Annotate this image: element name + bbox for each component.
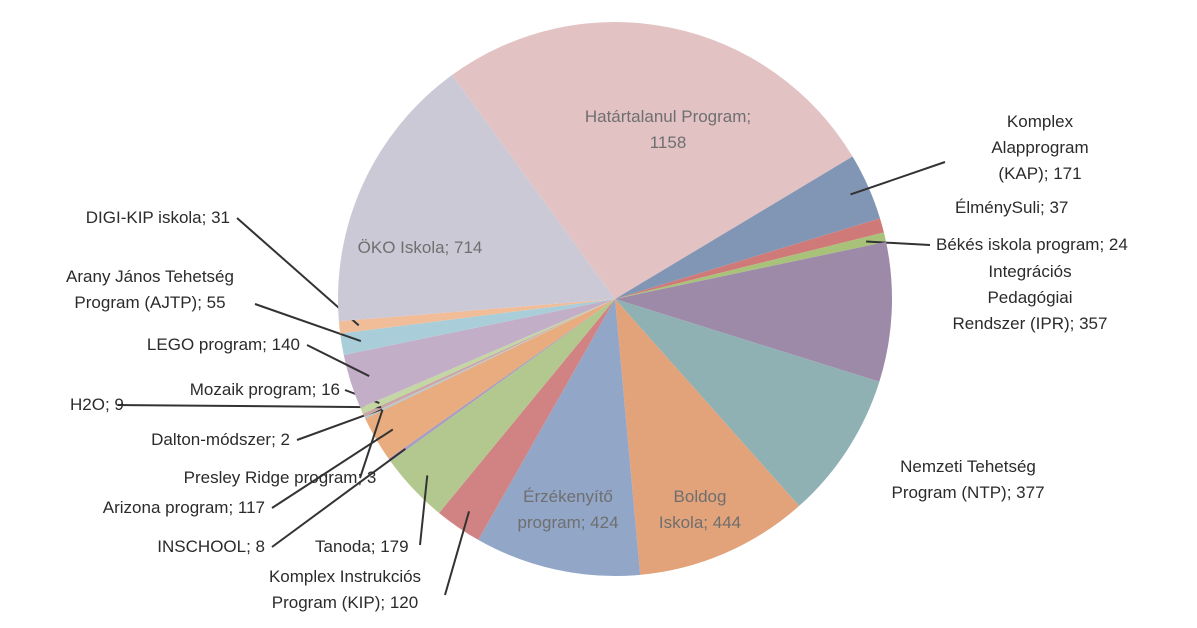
- leader-line: [271, 447, 406, 548]
- pie-slice: [615, 299, 800, 575]
- pie-slice: [439, 299, 615, 540]
- pie-slice: [452, 21, 853, 300]
- pie-slice: [615, 299, 880, 506]
- leader-line: [850, 161, 946, 196]
- pie-slice: [364, 299, 615, 419]
- slice-label: DIGI-KIP iskola; 31: [85, 208, 230, 227]
- pie-slice: [615, 218, 884, 299]
- slice-label: Boldog Iskola; 444: [658, 487, 742, 532]
- slice-label: ÖKO Iskola; 714: [357, 238, 483, 257]
- leader-line: [254, 303, 362, 343]
- pie-slice: [337, 74, 615, 322]
- pie-slice: [615, 232, 887, 299]
- slice-label: Arany János Tehetség Program (AJTP); 55: [66, 267, 234, 312]
- pie-slice: [362, 299, 615, 417]
- slice-label: ÉlménySuli; 37: [955, 198, 1069, 217]
- pie-slice: [365, 299, 615, 459]
- slice-label: LEGO program; 140: [146, 335, 300, 354]
- pie-slice: [360, 299, 615, 414]
- leader-line: [306, 344, 370, 377]
- pie-slice: [343, 299, 615, 408]
- leader-line: [359, 409, 384, 479]
- slice-label: Komplex Alapprogram (KAP); 171: [991, 112, 1089, 183]
- pie-slice: [615, 241, 893, 382]
- slice-label: Presley Ridge program; 3: [183, 468, 377, 487]
- slice-label: Érzékenyítő program; 424: [517, 487, 619, 532]
- slice-label: Mozaik program; 16: [189, 380, 340, 399]
- pie-slice: [388, 299, 615, 462]
- slice-label: Tanoda; 179: [315, 537, 409, 556]
- leader-line: [117, 404, 382, 409]
- pie-slice: [364, 299, 615, 418]
- pie-slice: [340, 299, 615, 355]
- slice-label: Békés iskola program; 24: [936, 235, 1128, 254]
- slice-label: Dalton-módszer; 2: [151, 430, 290, 449]
- pie-slice: [338, 299, 615, 334]
- slice-label: Határtalanul Program; 1158: [584, 107, 752, 152]
- pie-slice: [390, 299, 615, 513]
- pie-slice: [615, 156, 881, 299]
- leader-line: [866, 240, 931, 246]
- pie-slice: [478, 299, 641, 576]
- slice-label: Integrációs Pedagógiai Rendszer (IPR); 3…: [952, 262, 1108, 333]
- slice-label: H2O; 9: [70, 395, 124, 414]
- slice-label: Arizona program; 117: [102, 498, 265, 517]
- slice-label: Nemzeti Tehetség Program (NTP); 377: [891, 457, 1045, 502]
- slice-label: INSCHOOL; 8: [157, 537, 265, 556]
- leader-line: [419, 475, 429, 546]
- slice-label: Komplex Instrukciós Program (KIP); 120: [268, 567, 422, 612]
- leader-line: [444, 511, 471, 596]
